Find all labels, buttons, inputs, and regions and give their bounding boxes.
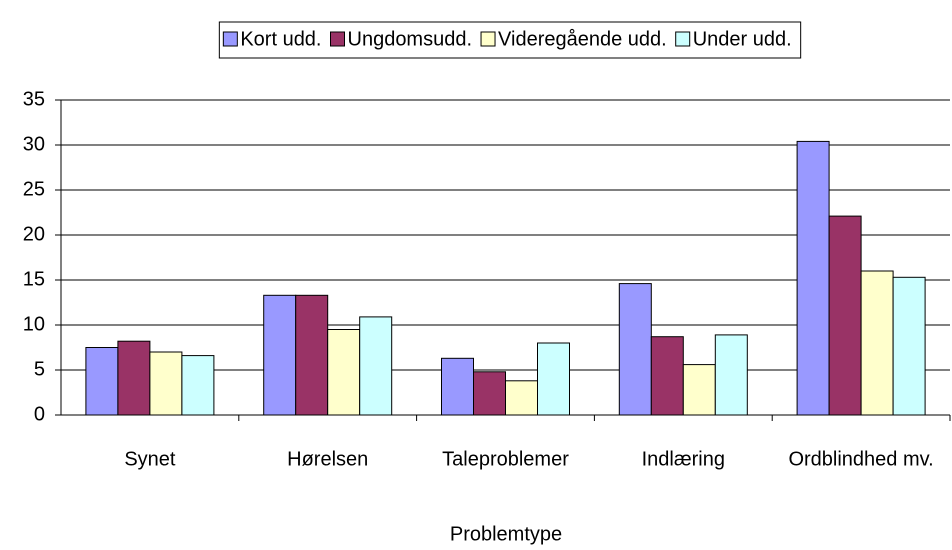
bar [650,336,684,416]
legend-label: Ungdomsudd. [348,28,473,50]
legend-label: Videregående udd. [498,28,667,50]
bar [263,294,297,416]
bar [796,140,830,416]
y-tick-label: 15 [23,268,45,290]
bar [295,294,329,416]
bar [181,355,215,416]
legend-box [218,21,802,59]
x-tick-label: Synet [124,448,176,470]
legend-swatch [330,31,345,47]
bar [828,215,862,416]
x-tick-label: Indlæring [642,448,725,470]
y-tick-label: 30 [23,133,45,155]
legend-swatch [222,31,238,47]
bar [505,380,538,416]
y-tick-label: 5 [34,358,45,380]
bar [473,371,506,416]
bar [537,342,570,416]
legend-label: Kort udd. [240,28,321,50]
bar [359,316,393,416]
bar [860,270,894,416]
legend-label: Under udd. [693,28,792,50]
y-tick-label: 20 [23,223,45,245]
bar [618,283,652,416]
x-tick-label: Hørelsen [287,448,368,470]
y-tick-label: 10 [23,313,45,335]
y-tick-label: 25 [23,178,45,200]
bar [441,357,474,416]
bar [117,340,151,416]
legend-swatch [480,31,496,47]
bar [149,351,183,416]
legend-swatch [675,31,691,47]
x-axis-title: Problemtype [450,523,562,545]
x-tick-label: Ordblindhed mv. [788,448,933,470]
x-tick-label: Taleproblemer [442,448,569,470]
bar [85,347,119,416]
bar [892,276,926,416]
bar [327,329,361,416]
y-tick-label: 35 [23,88,45,110]
bar [682,364,716,416]
bar [714,334,748,416]
y-tick-label: 0 [34,403,45,425]
